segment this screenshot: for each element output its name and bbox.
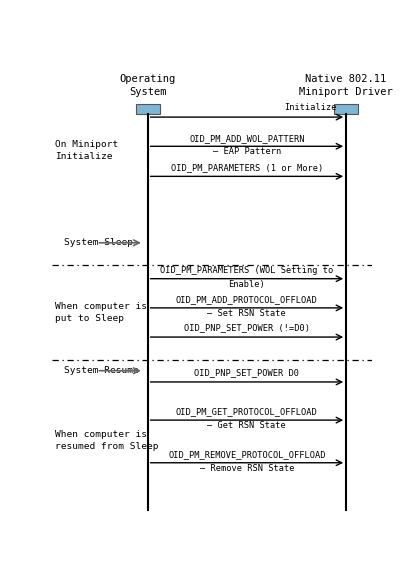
Text: Native 802.11
Miniport Driver: Native 802.11 Miniport Driver [299, 75, 393, 97]
Text: – Remove RSN State: – Remove RSN State [199, 463, 294, 473]
Text: – EAP Pattern: – EAP Pattern [213, 147, 281, 156]
Text: Enable): Enable) [228, 280, 265, 289]
Text: OID_PM_PARAMETERS (1 or More): OID_PM_PARAMETERS (1 or More) [171, 163, 323, 172]
Text: OID_PM_REMOVE_PROTOCOL_OFFLOAD: OID_PM_REMOVE_PROTOCOL_OFFLOAD [168, 450, 325, 459]
Text: When computer is
put to Sleep: When computer is put to Sleep [55, 302, 147, 323]
Text: On Miniport
Initialize: On Miniport Initialize [55, 141, 118, 161]
Text: OID_PM_ADD_WOL_PATTERN: OID_PM_ADD_WOL_PATTERN [189, 134, 305, 143]
Text: When computer is
resumed from Sleep: When computer is resumed from Sleep [55, 430, 158, 451]
Text: System Sleep: System Sleep [64, 238, 133, 247]
Text: OID_PNP_SET_POWER (!=D0): OID_PNP_SET_POWER (!=D0) [184, 324, 310, 332]
Text: OID_PM_PARAMETERS (WOL Setting to: OID_PM_PARAMETERS (WOL Setting to [160, 266, 333, 275]
FancyBboxPatch shape [135, 104, 160, 114]
Text: – Set RSN State: – Set RSN State [207, 309, 286, 318]
Text: – Get RSN State: – Get RSN State [207, 421, 286, 430]
Text: OID_PM_ADD_PROTOCOL_OFFLOAD: OID_PM_ADD_PROTOCOL_OFFLOAD [176, 296, 318, 304]
Text: OID_PM_GET_PROTOCOL_OFFLOAD: OID_PM_GET_PROTOCOL_OFFLOAD [176, 408, 318, 416]
FancyBboxPatch shape [334, 104, 358, 114]
Text: System Resume: System Resume [64, 366, 139, 375]
Text: OID_PNP_SET_POWER D0: OID_PNP_SET_POWER D0 [195, 368, 299, 377]
Text: Operating
System: Operating System [119, 75, 176, 97]
Text: Initialize: Initialize [284, 103, 337, 112]
